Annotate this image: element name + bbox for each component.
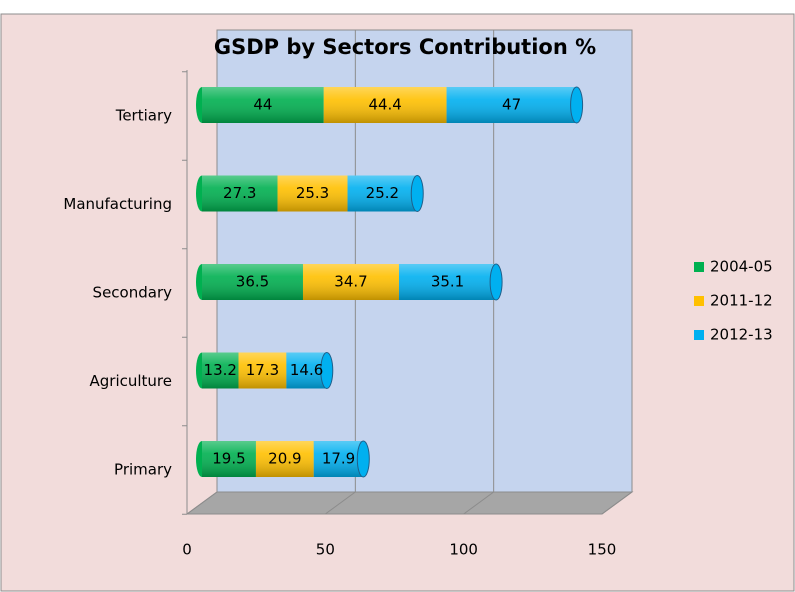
y-tick-label: Secondary bbox=[93, 284, 173, 302]
data-label: 25.2 bbox=[366, 184, 399, 202]
grid-line bbox=[186, 491, 218, 515]
x-tick-label: 50 bbox=[316, 541, 335, 559]
grid-line bbox=[463, 491, 494, 515]
data-label: 14.6 bbox=[290, 361, 323, 379]
bar-shade bbox=[202, 352, 239, 389]
bar-shade bbox=[313, 441, 364, 477]
bar-cap bbox=[356, 440, 370, 478]
data-label: 20.9 bbox=[268, 450, 301, 468]
bar-cap bbox=[570, 86, 584, 124]
legend-label: 2004-05 bbox=[710, 258, 773, 276]
bar-shade bbox=[255, 441, 314, 477]
data-label: 19.5 bbox=[212, 450, 245, 468]
legend-label: 2012-13 bbox=[710, 326, 773, 344]
bar-shade bbox=[202, 441, 256, 477]
bar-cap bbox=[320, 352, 334, 389]
data-label: 17.3 bbox=[246, 361, 279, 379]
data-label: 35.1 bbox=[431, 273, 464, 291]
y-tick-label: Manufacturing bbox=[63, 195, 172, 213]
floor bbox=[185, 491, 634, 515]
bar-shade bbox=[238, 352, 287, 389]
data-label: 34.7 bbox=[334, 273, 367, 291]
bar-shade bbox=[323, 87, 447, 123]
data-label: 17.9 bbox=[322, 450, 355, 468]
data-label: 44.4 bbox=[368, 96, 401, 114]
y-tick-label: Tertiary bbox=[115, 107, 172, 125]
bar-shade bbox=[202, 87, 324, 123]
data-label: 36.5 bbox=[236, 273, 269, 291]
bar-shade bbox=[202, 175, 278, 212]
data-label: 13.2 bbox=[204, 361, 237, 379]
bar-shade bbox=[302, 264, 399, 300]
plot-area: 0 50 100 150 Tertiary 44 44.4 47 Manufacturing 27… bbox=[63, 29, 773, 559]
legend-label: 2011-12 bbox=[710, 292, 773, 310]
data-label: 25.3 bbox=[296, 184, 329, 202]
y-tick-label: Primary bbox=[114, 461, 172, 479]
x-tick-label: 150 bbox=[588, 541, 617, 559]
bar-shade bbox=[347, 175, 418, 212]
legend-swatch bbox=[694, 262, 704, 272]
x-tick-label: 0 bbox=[182, 541, 192, 559]
data-label: 47 bbox=[502, 96, 521, 114]
bar-shade bbox=[286, 352, 327, 389]
bar-shade bbox=[398, 264, 497, 300]
legend-swatch bbox=[694, 296, 704, 306]
x-tick-label: 100 bbox=[449, 541, 478, 559]
chart-title: GSDP by Sectors Contribution % bbox=[214, 35, 596, 59]
bar-cap bbox=[410, 175, 424, 212]
bar-shade bbox=[202, 264, 303, 300]
data-label: 44 bbox=[253, 96, 272, 114]
legend-swatch bbox=[694, 330, 704, 340]
bar-cap bbox=[489, 263, 503, 301]
grid-line bbox=[601, 491, 633, 515]
bar-shade bbox=[446, 87, 577, 123]
data-label: 27.3 bbox=[223, 184, 256, 202]
bar-shade bbox=[277, 175, 348, 212]
y-tick-label: Agriculture bbox=[90, 372, 173, 390]
grid-line bbox=[325, 491, 356, 515]
